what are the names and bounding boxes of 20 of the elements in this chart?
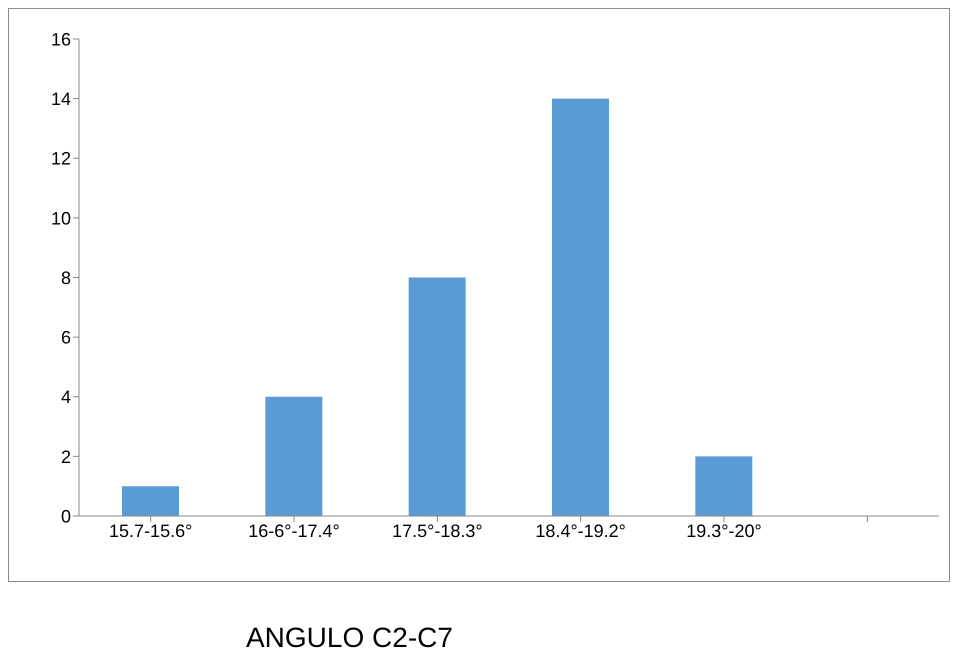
x-tick-label: 17.5°-18.3° — [392, 520, 483, 541]
bar — [695, 456, 752, 516]
x-tick-label: 19.3°-20° — [686, 520, 762, 541]
y-tick-label: 8 — [60, 268, 71, 288]
bar — [265, 396, 322, 516]
y-tick-label: 14 — [50, 89, 71, 110]
x-tick-label: 16-6°-17.4° — [248, 520, 340, 541]
y-tick-label: 10 — [50, 208, 71, 228]
y-tick-label: 12 — [50, 148, 71, 169]
y-tick-label: 4 — [60, 387, 71, 408]
y-tick-label: 2 — [60, 446, 71, 467]
x-axis-title: ANGULO C2-C7 — [246, 622, 453, 654]
x-tick-label: 15.7-15.6° — [109, 520, 192, 541]
x-tick-label: 18.4°-19.2° — [535, 520, 626, 541]
bar — [552, 98, 609, 516]
y-tick-label: 6 — [60, 328, 71, 348]
bar — [408, 278, 466, 516]
bar — [122, 486, 179, 516]
y-tick-label: 0 — [60, 506, 71, 526]
y-tick-label: 16 — [50, 29, 71, 50]
